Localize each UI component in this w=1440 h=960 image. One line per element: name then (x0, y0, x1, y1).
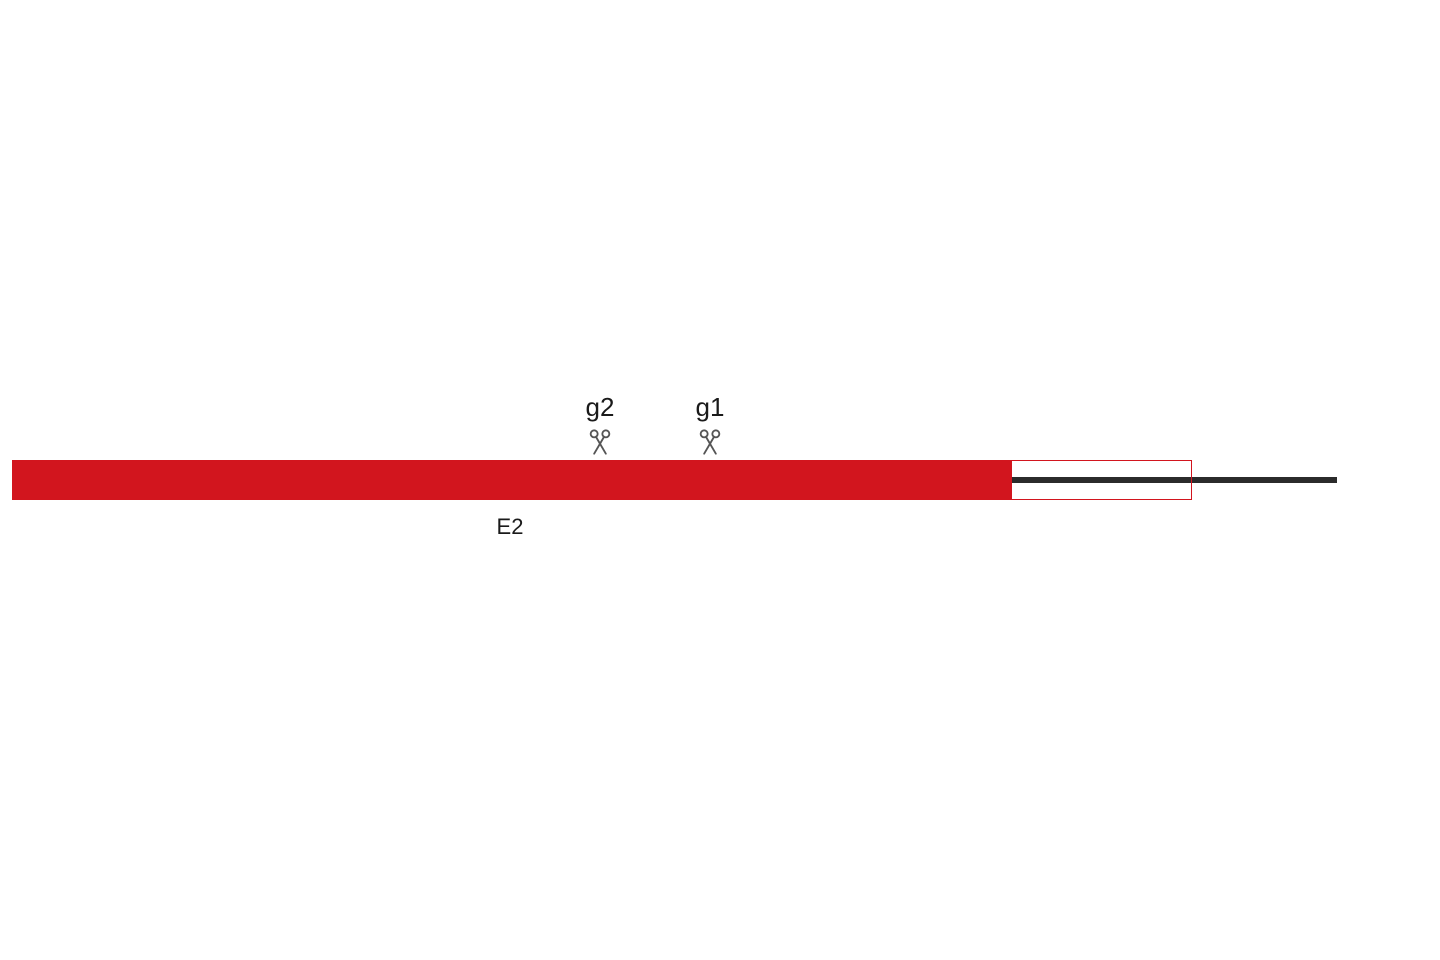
scissors-icon (586, 428, 614, 456)
cut-site-g1-label: g1 (696, 392, 725, 423)
cut-site-g2-label: g2 (586, 392, 615, 423)
coding-exon (12, 460, 1012, 500)
diagram-canvas: E2 g2 g1 (0, 0, 1440, 960)
scissors-icon (696, 428, 724, 456)
exon-label: E2 (497, 514, 524, 540)
